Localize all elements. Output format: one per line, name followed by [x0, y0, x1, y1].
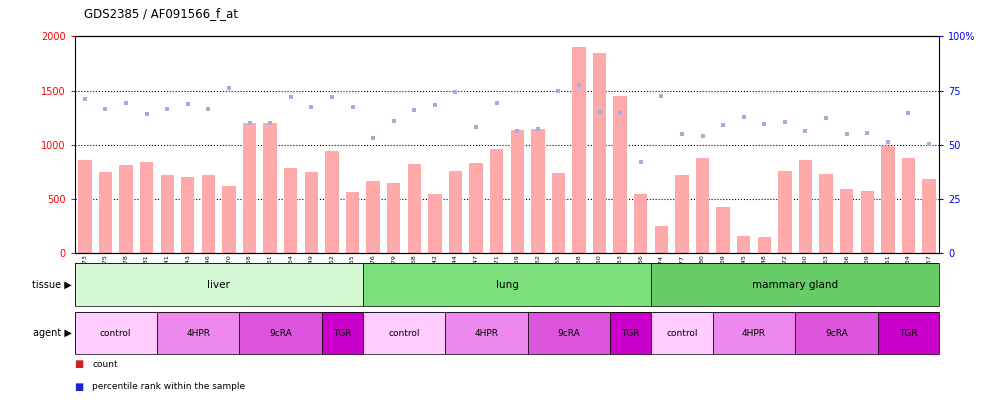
Bar: [448, 171, 462, 253]
FancyBboxPatch shape: [363, 263, 651, 306]
FancyBboxPatch shape: [651, 312, 713, 354]
Bar: [428, 194, 441, 253]
Bar: [902, 158, 915, 253]
FancyBboxPatch shape: [363, 312, 445, 354]
FancyBboxPatch shape: [651, 263, 939, 306]
Bar: [469, 163, 483, 253]
Text: TGR: TGR: [621, 328, 640, 338]
Text: count: count: [92, 360, 118, 369]
Bar: [778, 171, 791, 253]
Text: tissue ▶: tissue ▶: [32, 279, 72, 290]
FancyBboxPatch shape: [322, 312, 363, 354]
Bar: [799, 160, 812, 253]
FancyBboxPatch shape: [610, 312, 651, 354]
Bar: [531, 128, 545, 253]
Bar: [387, 183, 401, 253]
Text: TGR: TGR: [333, 328, 352, 338]
Bar: [861, 192, 874, 253]
Bar: [737, 236, 750, 253]
Text: control: control: [389, 328, 419, 338]
Bar: [98, 172, 112, 253]
Text: percentile rank within the sample: percentile rank within the sample: [92, 382, 246, 391]
Text: control: control: [666, 328, 698, 338]
Bar: [140, 162, 153, 253]
Bar: [304, 172, 318, 253]
Bar: [613, 96, 627, 253]
Text: 9cRA: 9cRA: [825, 328, 848, 338]
FancyBboxPatch shape: [75, 263, 363, 306]
FancyBboxPatch shape: [240, 312, 322, 354]
Bar: [243, 123, 256, 253]
Bar: [573, 47, 585, 253]
Text: control: control: [100, 328, 131, 338]
Bar: [922, 179, 935, 253]
Bar: [408, 164, 421, 253]
Text: lung: lung: [495, 279, 519, 290]
FancyBboxPatch shape: [75, 312, 157, 354]
Bar: [592, 53, 606, 253]
Bar: [696, 158, 710, 253]
Bar: [325, 151, 339, 253]
FancyBboxPatch shape: [157, 312, 240, 354]
Bar: [552, 173, 566, 253]
Bar: [757, 237, 771, 253]
Text: agent ▶: agent ▶: [33, 328, 72, 338]
Text: 9cRA: 9cRA: [558, 328, 580, 338]
Bar: [881, 146, 895, 253]
Bar: [79, 160, 91, 253]
Bar: [284, 168, 297, 253]
Bar: [840, 189, 854, 253]
Text: mammary gland: mammary gland: [752, 279, 838, 290]
Bar: [346, 192, 359, 253]
Text: 4HPR: 4HPR: [186, 328, 210, 338]
Bar: [263, 123, 277, 253]
Text: TGR: TGR: [900, 328, 917, 338]
Bar: [819, 174, 833, 253]
Text: 4HPR: 4HPR: [742, 328, 766, 338]
Text: ■: ■: [75, 360, 83, 369]
Bar: [367, 181, 380, 253]
Bar: [223, 186, 236, 253]
Text: ■: ■: [75, 382, 83, 392]
Bar: [490, 149, 503, 253]
FancyBboxPatch shape: [528, 312, 610, 354]
Text: 4HPR: 4HPR: [474, 328, 498, 338]
Bar: [634, 194, 647, 253]
Text: liver: liver: [207, 279, 231, 290]
Bar: [717, 207, 730, 253]
FancyBboxPatch shape: [713, 312, 795, 354]
Bar: [655, 226, 668, 253]
Bar: [160, 175, 174, 253]
FancyBboxPatch shape: [445, 312, 528, 354]
Text: 9cRA: 9cRA: [269, 328, 292, 338]
Text: GDS2385 / AF091566_f_at: GDS2385 / AF091566_f_at: [84, 7, 239, 20]
FancyBboxPatch shape: [878, 312, 939, 354]
Bar: [675, 175, 689, 253]
Text: ■: ■: [75, 404, 83, 405]
Bar: [202, 175, 215, 253]
Bar: [181, 177, 195, 253]
Bar: [511, 130, 524, 253]
Bar: [119, 165, 133, 253]
FancyBboxPatch shape: [795, 312, 878, 354]
